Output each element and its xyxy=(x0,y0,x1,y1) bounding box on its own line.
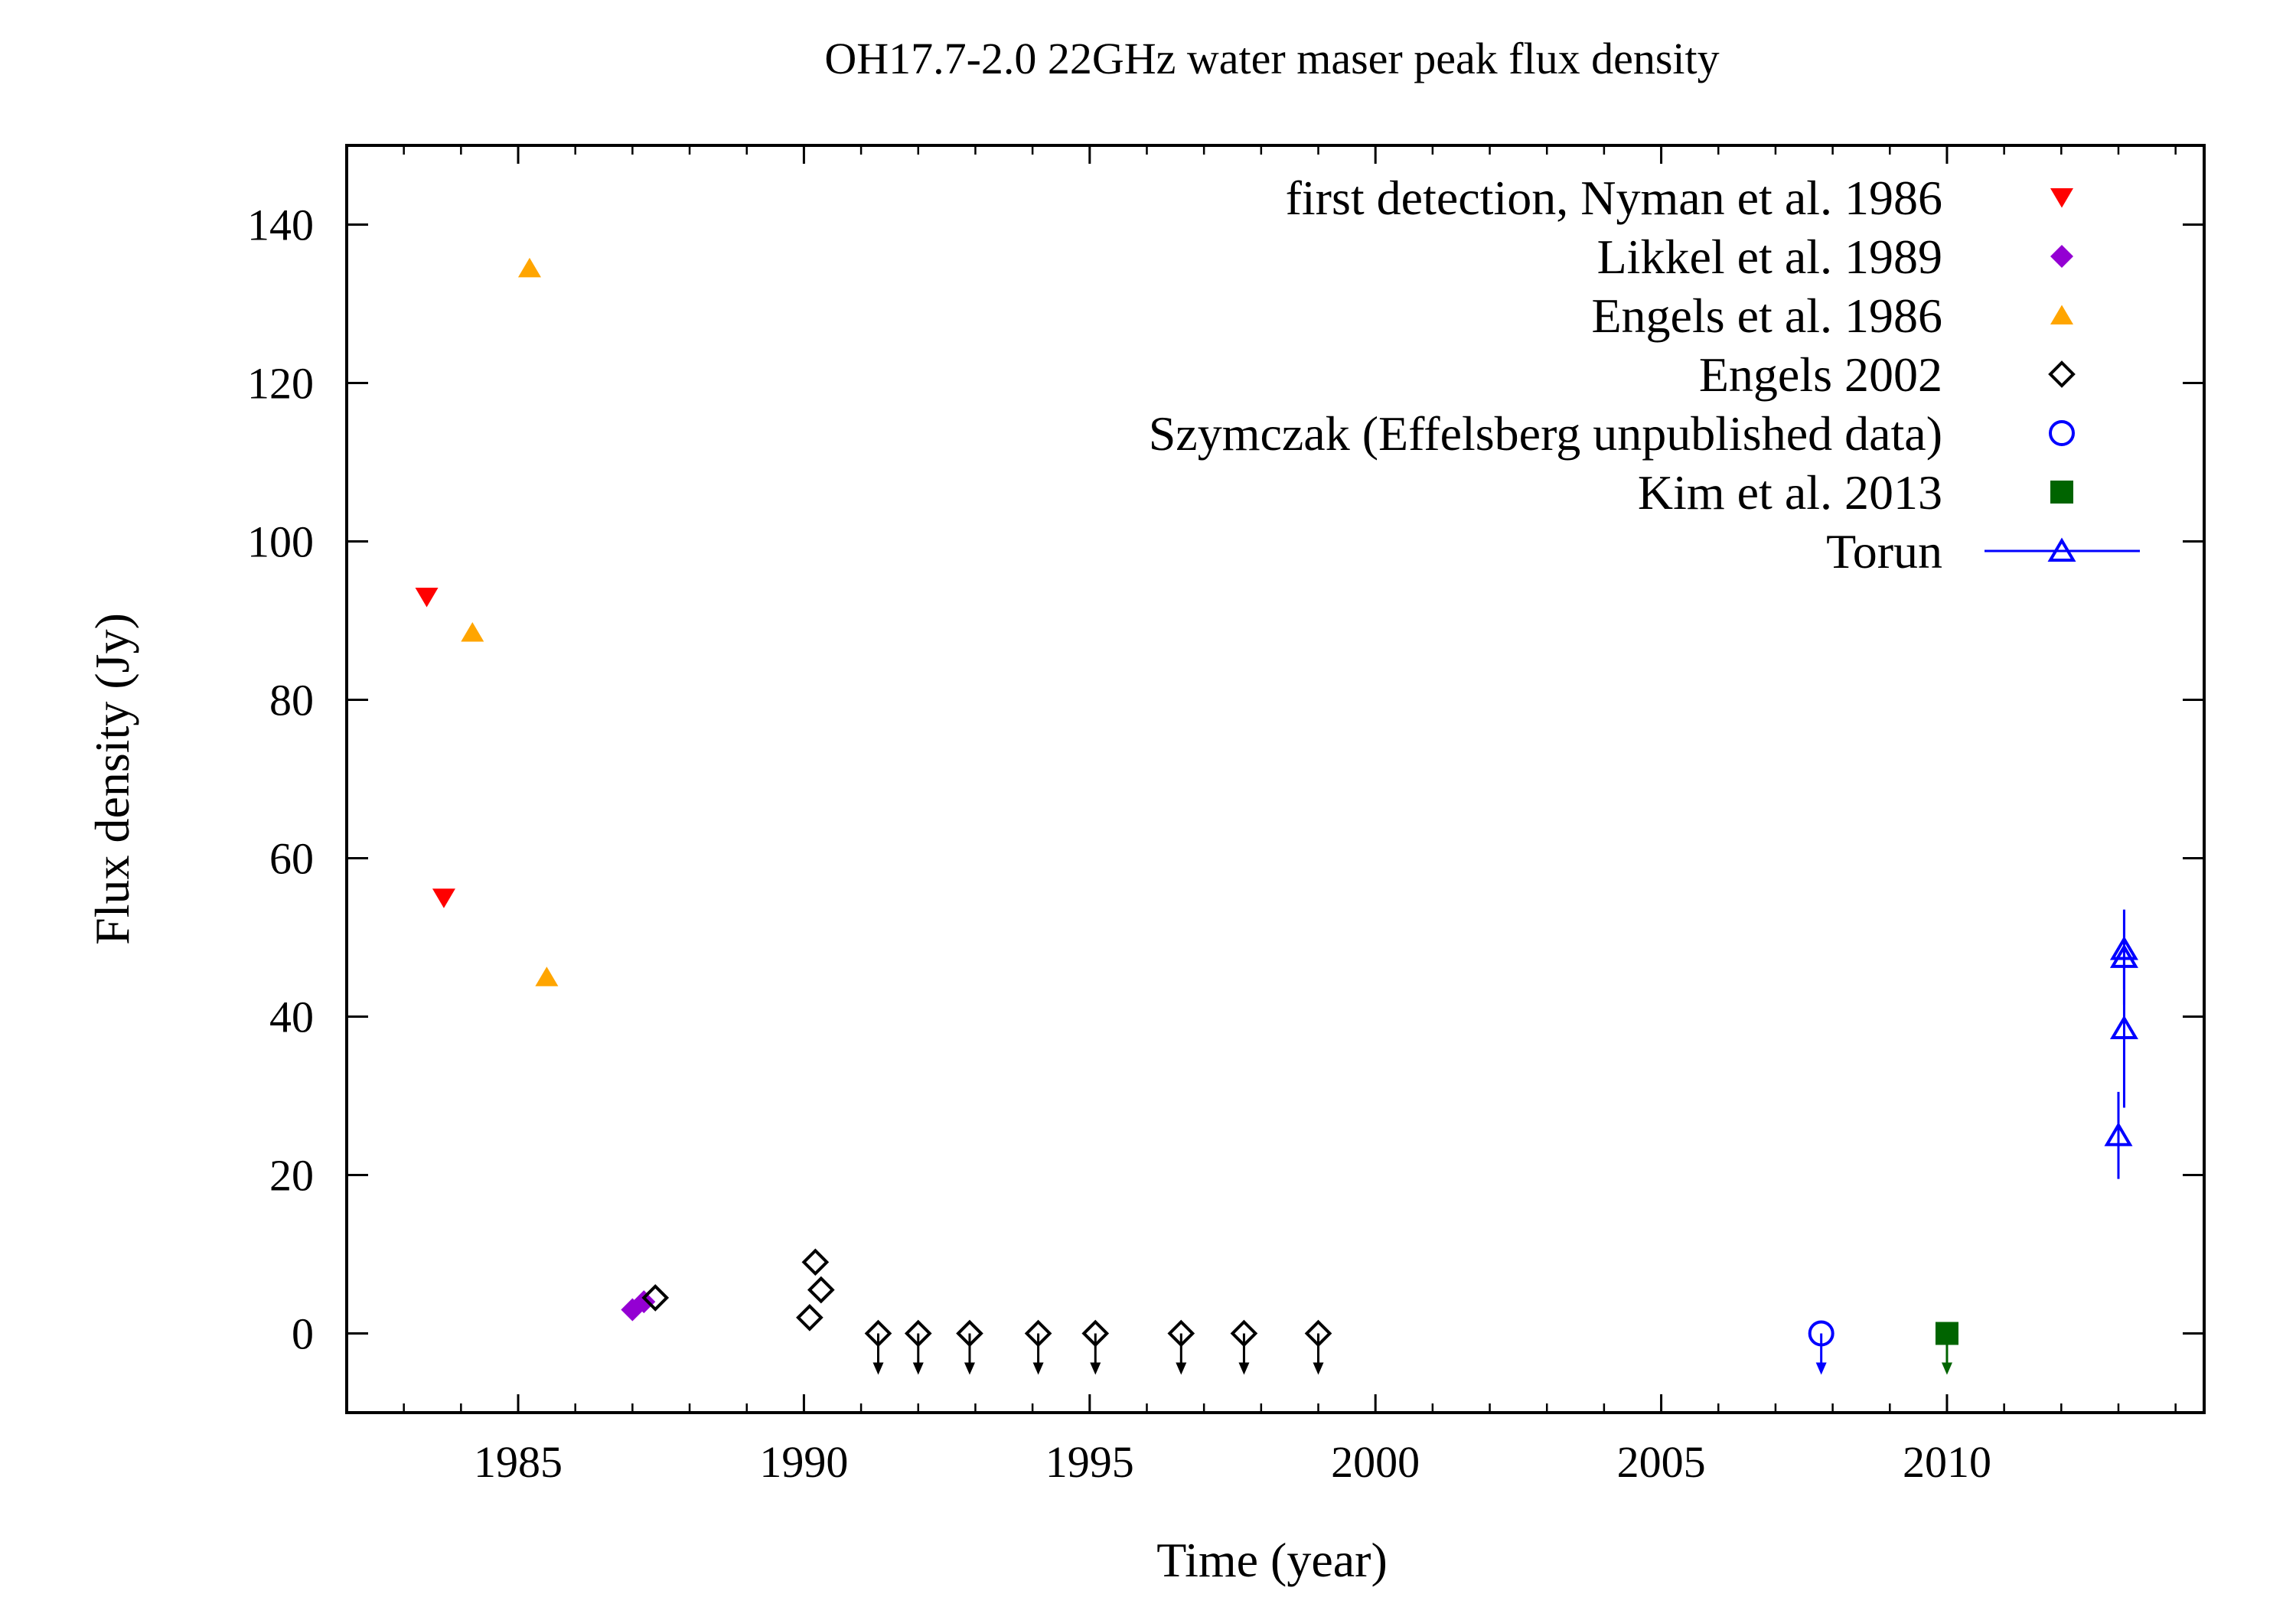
series-4 xyxy=(1808,1320,1835,1375)
y-axis: 0 20 40 60 80 100 120 140 xyxy=(247,200,2204,1359)
legend: first detection, Nyman et al. 1986Likkel… xyxy=(1149,171,2140,579)
legend-marker xyxy=(2050,245,2073,268)
series-0 xyxy=(415,587,455,908)
data-point xyxy=(432,888,455,908)
data-point xyxy=(535,966,559,986)
legend-label: Engels 2002 xyxy=(1699,347,1942,402)
legend-marker xyxy=(2050,188,2073,208)
data-point xyxy=(415,587,439,608)
data-point xyxy=(2109,1015,2138,1040)
upper-limit-arrowhead xyxy=(1090,1362,1101,1375)
legend-label: Likkel et al. 1989 xyxy=(1597,230,1942,284)
y-tick-label: 60 xyxy=(269,834,314,884)
x-tick-label: 2000 xyxy=(1331,1437,1420,1487)
series-2 xyxy=(461,257,559,986)
x-axis: 1985 1990 1995 2000 2005 2010 xyxy=(345,145,2177,1487)
x-tick-label: 1990 xyxy=(759,1437,848,1487)
upper-limit-point xyxy=(1167,1319,1195,1348)
y-tick-label: 0 xyxy=(292,1309,314,1359)
y-axis-label: Flux density (Jy) xyxy=(85,613,139,945)
plot-frame xyxy=(345,144,2206,1414)
y-tick-label: 100 xyxy=(247,517,314,567)
x-axis-label: Time (year) xyxy=(1156,1533,1388,1587)
data-point xyxy=(461,622,484,642)
upper-limit-arrowhead xyxy=(1032,1362,1044,1375)
upper-limit-point xyxy=(1808,1320,1835,1347)
series-6 xyxy=(2104,909,2138,1179)
x-tick-label: 1985 xyxy=(474,1437,563,1487)
legend-marker xyxy=(2050,305,2073,324)
legend-marker xyxy=(2048,360,2076,388)
legend-label: Torun xyxy=(1826,524,1942,579)
legend-marker xyxy=(2049,420,2075,446)
data-point xyxy=(796,1303,823,1332)
upper-limit-point xyxy=(1304,1319,1332,1348)
y-tick-label: 80 xyxy=(269,676,314,725)
upper-limit-point xyxy=(1935,1322,1958,1345)
upper-limit-arrowhead xyxy=(1176,1362,1187,1375)
legend-label: Kim et al. 2013 xyxy=(1638,465,1942,520)
y-tick-label: 20 xyxy=(269,1151,314,1201)
upper-limit-point xyxy=(864,1319,892,1348)
series-5 xyxy=(1935,1322,1958,1375)
upper-limit-arrowhead xyxy=(912,1362,924,1375)
legend-marker xyxy=(2050,481,2073,504)
x-tick-label: 2010 xyxy=(1903,1437,1991,1487)
upper-limit-point xyxy=(1081,1319,1110,1348)
upper-limit-point xyxy=(904,1319,932,1348)
data-point xyxy=(632,1290,656,1314)
data-point xyxy=(517,257,541,278)
upper-limit-arrowhead xyxy=(964,1362,975,1375)
legend-marker xyxy=(2047,537,2076,562)
upper-limit-point xyxy=(1024,1319,1052,1348)
data-point xyxy=(2109,936,2138,960)
y-tick-label: 40 xyxy=(269,993,314,1042)
upper-limit-arrowhead xyxy=(1815,1362,1827,1375)
series-1 xyxy=(621,1290,656,1322)
data-point xyxy=(2104,1122,2133,1146)
legend-label: Szymczak (Effelsberg unpublished data) xyxy=(1149,406,1942,461)
series-3 xyxy=(641,1248,1332,1375)
chart-title: OH17.7-2.0 22GHz water maser peak flux d… xyxy=(824,34,1719,83)
data-point xyxy=(641,1284,670,1312)
y-tick-label: 120 xyxy=(247,359,314,409)
data-layer xyxy=(415,257,2138,1375)
legend-label: first detection, Nyman et al. 1986 xyxy=(1286,171,1942,225)
y-tick-label: 140 xyxy=(247,200,314,250)
x-tick-label: 1995 xyxy=(1045,1437,1134,1487)
upper-limit-arrowhead xyxy=(1238,1362,1250,1375)
upper-limit-arrowhead xyxy=(1941,1362,1952,1375)
data-point xyxy=(801,1248,830,1276)
upper-limit-arrowhead xyxy=(872,1362,884,1375)
x-tick-label: 2005 xyxy=(1617,1437,1706,1487)
upper-limit-point xyxy=(956,1319,983,1348)
data-point xyxy=(807,1276,835,1304)
legend-label: Engels et al. 1986 xyxy=(1591,288,1942,343)
upper-limit-arrowhead xyxy=(1313,1362,1324,1375)
upper-limit-point xyxy=(1230,1319,1258,1348)
